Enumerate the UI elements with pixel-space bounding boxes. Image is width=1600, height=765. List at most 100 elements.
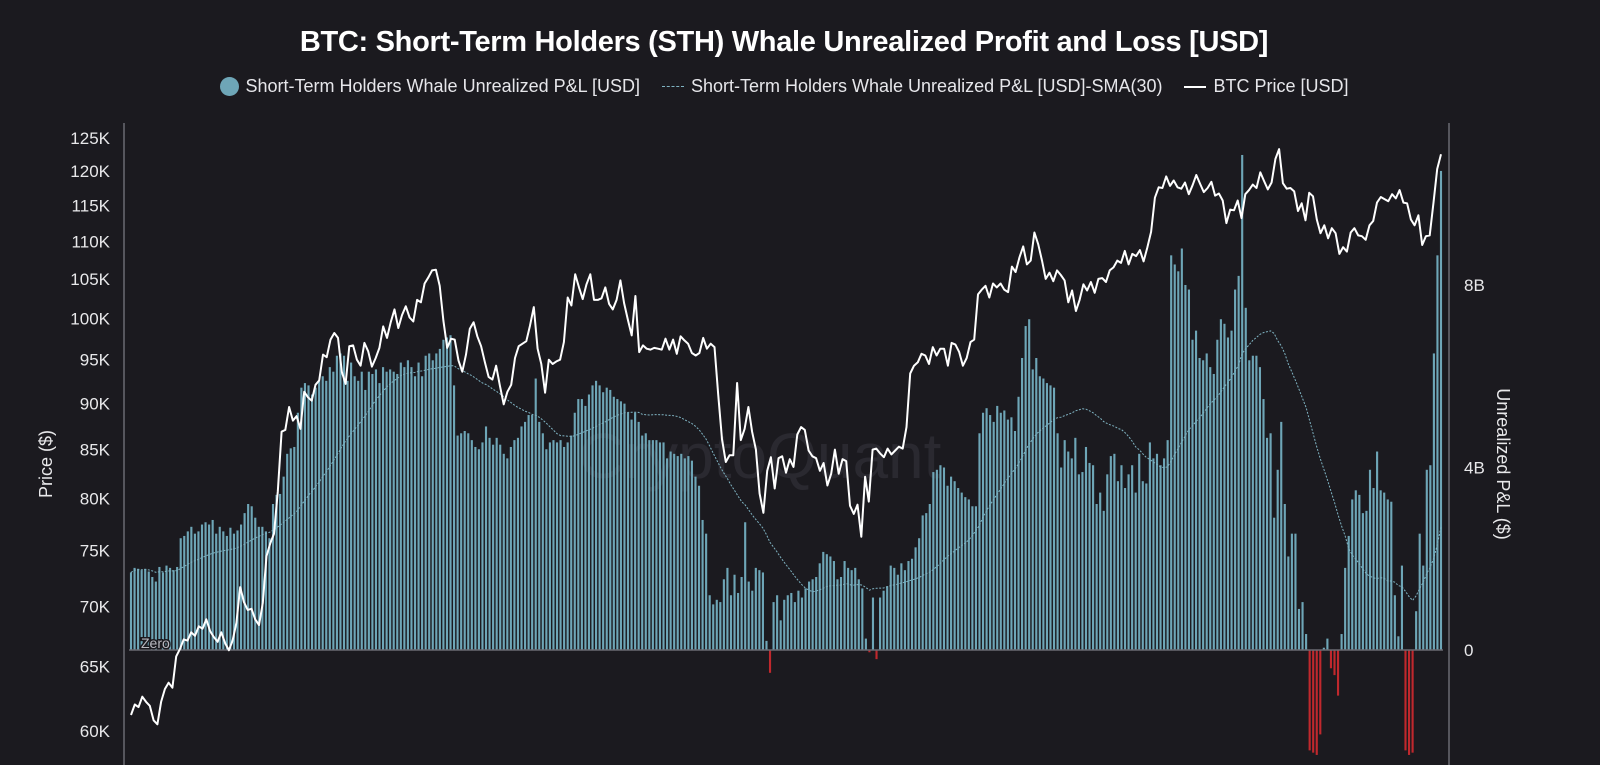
pnl-bar-positive bbox=[328, 367, 331, 651]
pnl-bar-positive bbox=[1322, 647, 1325, 650]
pnl-bar-positive bbox=[974, 506, 977, 650]
pnl-bar-positive bbox=[1049, 385, 1052, 651]
pnl-bar-positive bbox=[1003, 410, 1006, 650]
pnl-bar-positive bbox=[1106, 474, 1109, 650]
pnl-bar-positive bbox=[161, 572, 165, 650]
pnl-bar-positive bbox=[623, 403, 626, 651]
pnl-bar-positive bbox=[914, 547, 917, 650]
pnl-bar-positive bbox=[204, 522, 207, 650]
pnl-bar-positive bbox=[1241, 154, 1244, 650]
pnl-bar-positive bbox=[733, 574, 736, 650]
pnl-bar-positive bbox=[1202, 360, 1205, 650]
pnl-bar-positive bbox=[559, 440, 562, 651]
pnl-bar-positive bbox=[1276, 469, 1279, 650]
pnl-bar-positive bbox=[570, 435, 573, 650]
pnl-bar-positive bbox=[381, 367, 385, 651]
pnl-bar-positive bbox=[573, 412, 576, 650]
pnl-bar-positive bbox=[910, 558, 914, 650]
pnl-bar-positive bbox=[651, 440, 654, 651]
pnl-bar-positive bbox=[1390, 501, 1393, 650]
pnl-bar-positive bbox=[1045, 383, 1048, 650]
pnl-bar-positive bbox=[598, 385, 601, 651]
pnl-bar-positive bbox=[410, 367, 413, 651]
pnl-bar-positive bbox=[950, 476, 953, 651]
pnl-bar-positive bbox=[882, 590, 885, 650]
pnl-bar-positive bbox=[839, 577, 843, 650]
pnl-bar-positive bbox=[815, 577, 818, 650]
pnl-bar-positive bbox=[346, 380, 349, 650]
pnl-bar-positive bbox=[1031, 369, 1034, 650]
pnl-bar-positive bbox=[488, 437, 491, 650]
pnl-bar-positive bbox=[303, 383, 307, 650]
pnl-bar-positive bbox=[619, 401, 622, 650]
pnl-bar-positive bbox=[832, 561, 835, 650]
pnl-bar-positive bbox=[800, 597, 804, 650]
pnl-bar-positive bbox=[1194, 330, 1198, 651]
pnl-bar-positive bbox=[495, 437, 498, 650]
pnl-bar-positive bbox=[1134, 492, 1137, 650]
pnl-bar-positive bbox=[1191, 339, 1194, 650]
pnl-bar-positive bbox=[1074, 437, 1077, 650]
pnl-bar-positive bbox=[701, 519, 704, 650]
pnl-bar-positive bbox=[477, 449, 480, 650]
pnl-bar-positive bbox=[389, 369, 392, 650]
pnl-bar-positive bbox=[396, 373, 399, 650]
pnl-bar-negative bbox=[1336, 650, 1340, 696]
pnl-bar-positive bbox=[669, 451, 672, 650]
pnl-bar-positive bbox=[1305, 634, 1308, 650]
pnl-bar-positive bbox=[981, 412, 985, 650]
right-tick-label: 8B bbox=[1464, 276, 1485, 295]
pnl-bar-positive bbox=[1422, 565, 1425, 650]
legend-label-price: BTC Price [USD] bbox=[1213, 76, 1349, 96]
legend-label-sma: Short-Term Holders Whale Unrealized P&L … bbox=[690, 76, 1163, 96]
pnl-bar-positive bbox=[509, 446, 512, 650]
pnl-bar-positive bbox=[1060, 467, 1063, 650]
pnl-bar-positive bbox=[634, 412, 637, 650]
pnl-bar-positive bbox=[658, 442, 662, 650]
pnl-bar-positive bbox=[541, 433, 544, 650]
pnl-bar-positive bbox=[534, 378, 537, 650]
pnl-bar-positive bbox=[172, 570, 175, 650]
pnl-bar-positive bbox=[516, 437, 520, 650]
pnl-bar-positive bbox=[492, 444, 495, 650]
pnl-bar-positive bbox=[953, 481, 956, 650]
pnl-bar-positive bbox=[1095, 504, 1098, 650]
pnl-bar-positive bbox=[264, 531, 267, 651]
pnl-bar-positive bbox=[449, 335, 452, 650]
pnl-bar-positive bbox=[520, 426, 523, 650]
pnl-bar-positive bbox=[1361, 513, 1364, 651]
pnl-bar-positive bbox=[421, 376, 424, 650]
legend-item-price[interactable]: BTC Price [USD] bbox=[1184, 76, 1349, 97]
sma-line bbox=[130, 330, 1442, 602]
legend-item-pnl[interactable]: Short-Term Holders Whale Unrealized P&L … bbox=[219, 76, 640, 97]
pnl-bar-positive bbox=[1077, 474, 1080, 650]
pnl-bar-positive bbox=[367, 371, 370, 650]
pnl-bar-positive bbox=[211, 519, 214, 650]
pnl-bar-positive bbox=[428, 353, 431, 650]
pnl-bar-positive bbox=[268, 538, 271, 650]
legend-item-sma[interactable]: Short-Term Holders Whale Unrealized P&L … bbox=[661, 76, 1163, 97]
pnl-bar-positive bbox=[279, 493, 282, 650]
pnl-bar-positive bbox=[1258, 367, 1262, 651]
pnl-bar-positive bbox=[374, 369, 378, 650]
pnl-bar-positive bbox=[275, 494, 278, 651]
pnl-bar-positive bbox=[836, 579, 839, 650]
pnl-bar-positive bbox=[971, 506, 974, 650]
pnl-bar-positive bbox=[694, 476, 697, 651]
pnl-bar-positive bbox=[1120, 465, 1123, 650]
pnl-bar-positive bbox=[1415, 611, 1418, 650]
pnl-bar-positive bbox=[1209, 367, 1212, 651]
pnl-bar-positive bbox=[1290, 533, 1293, 650]
pnl-bar-positive bbox=[165, 565, 168, 650]
left-tick-label: 125K bbox=[70, 129, 110, 148]
pnl-bar-positive bbox=[1354, 490, 1357, 650]
pnl-bar-positive bbox=[1138, 453, 1141, 650]
pnl-bar-positive bbox=[1017, 396, 1020, 650]
pnl-bar-negative bbox=[868, 650, 871, 653]
pnl-bar-positive bbox=[1287, 556, 1290, 650]
pnl-bar-positive bbox=[282, 476, 285, 651]
pnl-bar-positive bbox=[960, 492, 963, 650]
zero-label: Zero bbox=[141, 635, 170, 651]
pnl-bar-positive bbox=[967, 499, 970, 650]
pnl-bar-positive bbox=[1351, 499, 1354, 650]
